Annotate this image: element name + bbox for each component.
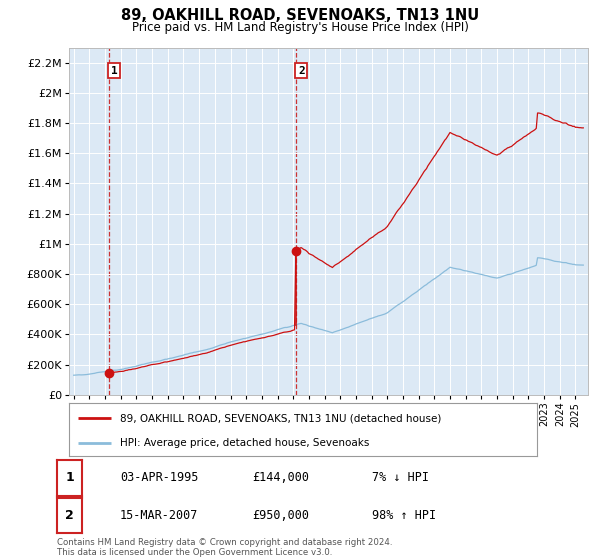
Text: 89, OAKHILL ROAD, SEVENOAKS, TN13 1NU (detached house): 89, OAKHILL ROAD, SEVENOAKS, TN13 1NU (d…: [121, 413, 442, 423]
Text: 98% ↑ HPI: 98% ↑ HPI: [372, 509, 436, 522]
Text: 7% ↓ HPI: 7% ↓ HPI: [372, 472, 429, 484]
Text: 1: 1: [110, 66, 118, 76]
Text: £144,000: £144,000: [252, 472, 309, 484]
Text: 1: 1: [65, 472, 74, 484]
Text: 03-APR-1995: 03-APR-1995: [120, 472, 199, 484]
Text: 89, OAKHILL ROAD, SEVENOAKS, TN13 1NU: 89, OAKHILL ROAD, SEVENOAKS, TN13 1NU: [121, 8, 479, 24]
Text: Contains HM Land Registry data © Crown copyright and database right 2024.
This d: Contains HM Land Registry data © Crown c…: [57, 538, 392, 557]
Text: Price paid vs. HM Land Registry's House Price Index (HPI): Price paid vs. HM Land Registry's House …: [131, 21, 469, 34]
Text: 2: 2: [298, 66, 305, 76]
Text: HPI: Average price, detached house, Sevenoaks: HPI: Average price, detached house, Seve…: [121, 438, 370, 448]
Text: 2: 2: [65, 509, 74, 522]
Text: £950,000: £950,000: [252, 509, 309, 522]
Text: 15-MAR-2007: 15-MAR-2007: [120, 509, 199, 522]
